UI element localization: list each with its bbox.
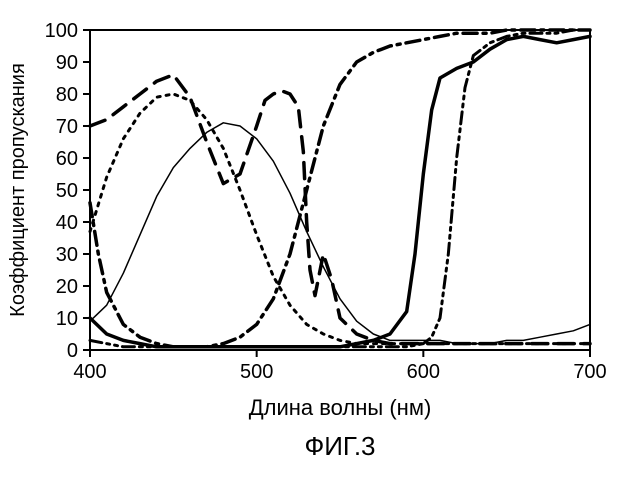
transmittance-chart: 0 10 20 30 40 50 60 70 80 90 100 400 500 600 700 Длина … [0, 0, 625, 500]
y-tick-label: 100 [45, 20, 78, 42]
y-tick-label: 80 [56, 84, 78, 106]
y-tick-label: 20 [56, 276, 78, 298]
figure-caption: ФИГ.3 [304, 431, 375, 461]
series-curve3_long_dash [90, 75, 590, 344]
y-tick-label: 30 [56, 244, 78, 266]
y-tick-label: 0 [67, 340, 78, 362]
y-tick-label: 10 [56, 308, 78, 330]
y-axis-label: Коэффициент пропускания [7, 63, 29, 317]
x-tick-label: 500 [240, 361, 273, 383]
series-curve2_dotted [90, 94, 590, 344]
y-tick-label: 40 [56, 212, 78, 234]
chart-container: { "chart": { "type": "line", "xlabel": "… [0, 0, 625, 500]
y-tick-label: 50 [56, 180, 78, 202]
x-tick-label: 400 [73, 361, 106, 383]
y-tick-label: 60 [56, 148, 78, 170]
x-tick-label: 600 [407, 361, 440, 383]
y-tick-label: 70 [56, 116, 78, 138]
x-axis-label: Длина волны (нм) [249, 395, 432, 420]
y-tick-label: 90 [56, 52, 78, 74]
x-tick-label: 700 [573, 361, 606, 383]
